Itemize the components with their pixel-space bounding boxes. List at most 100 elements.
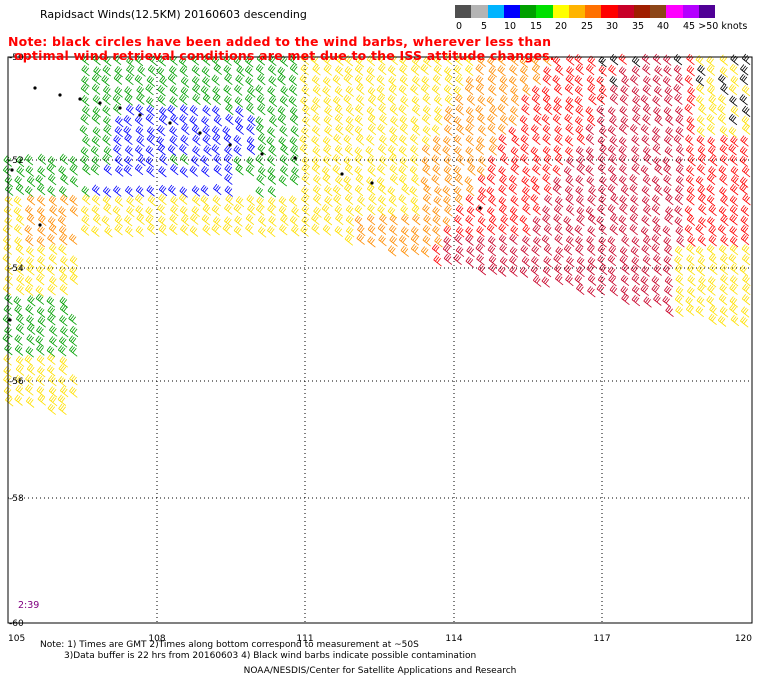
wind-barb <box>345 204 355 217</box>
wind-barb <box>663 65 672 77</box>
wind-barb <box>643 296 652 308</box>
wind-barb <box>599 175 608 188</box>
wind-barb <box>500 94 509 107</box>
wind-barb <box>520 153 529 166</box>
wind-barb <box>82 135 91 147</box>
wind-barb <box>686 194 695 206</box>
credit-line: NOAA/NESDIS/Center for Satellite Applica… <box>243 666 517 676</box>
wind-barb <box>520 134 529 146</box>
wind-barb <box>563 264 573 276</box>
wind-barb <box>531 64 541 76</box>
wind-barb <box>246 136 256 148</box>
wind-barb <box>574 75 583 87</box>
wind-barb <box>224 203 233 215</box>
wind-barb <box>367 224 377 236</box>
wind-barb <box>553 214 562 226</box>
wind-barb <box>311 223 320 235</box>
wind-barb <box>357 195 366 207</box>
wind-barb <box>255 84 264 96</box>
wind-barb <box>301 204 310 217</box>
wind-barb <box>728 126 738 138</box>
wind-barb <box>323 214 333 226</box>
wind-barb <box>651 194 661 206</box>
wind-barb <box>554 154 564 166</box>
wind-barb <box>354 215 364 227</box>
contamination-dot <box>138 113 142 117</box>
wind-barb <box>532 154 542 166</box>
wind-barb <box>179 205 189 218</box>
legend-label: 30 <box>605 21 619 32</box>
wind-barb <box>344 144 354 157</box>
wind-barb <box>597 163 607 175</box>
wind-barb <box>14 374 23 386</box>
wind-barb <box>157 94 166 107</box>
wind-barb <box>343 94 352 106</box>
wind-barb <box>651 275 660 287</box>
wind-barb <box>466 245 475 258</box>
wind-barb <box>113 185 122 197</box>
wind-barb <box>201 165 210 178</box>
wind-barb <box>59 296 68 308</box>
wind-barb <box>354 154 363 166</box>
wind-barb <box>268 95 278 108</box>
wind-barb <box>411 124 421 136</box>
wind-barb <box>134 115 144 127</box>
wind-barb <box>25 284 34 297</box>
wind-barb <box>343 175 352 188</box>
wind-barb <box>476 165 486 178</box>
wind-barb <box>343 73 352 86</box>
wind-barb <box>255 204 265 216</box>
wind-barb <box>696 95 705 107</box>
wind-barb <box>477 174 487 186</box>
wind-barb <box>684 74 694 87</box>
wind-barb <box>530 146 539 158</box>
wind-barb <box>629 123 639 136</box>
wind-barb <box>301 126 310 138</box>
wind-barb <box>354 74 364 86</box>
wind-barb <box>191 185 201 197</box>
wind-barb <box>607 165 617 177</box>
wind-barb <box>334 86 344 98</box>
wind-barb <box>598 65 607 77</box>
wind-barb <box>675 126 684 138</box>
wind-barb <box>343 156 352 168</box>
wind-barb <box>102 65 111 77</box>
wind-barb <box>322 136 332 148</box>
wind-barb <box>585 123 594 136</box>
wind-barb <box>367 165 376 177</box>
wind-barb <box>423 184 432 196</box>
wind-barb <box>607 236 616 248</box>
contamination-dot <box>38 223 42 227</box>
wind-barb <box>533 114 542 126</box>
wind-barb <box>212 85 221 98</box>
wind-barb <box>323 145 332 157</box>
wind-barb <box>389 224 398 236</box>
wind-barb <box>124 145 134 157</box>
wind-barb <box>608 154 618 166</box>
wind-barb <box>476 225 485 238</box>
wind-barb <box>665 193 674 206</box>
wind-barb <box>256 174 265 186</box>
wind-barb <box>410 116 419 128</box>
wind-barb <box>576 283 585 296</box>
wind-barb <box>476 136 485 148</box>
wind-barb <box>36 274 45 286</box>
wind-barb <box>476 254 485 266</box>
wind-barb <box>486 95 496 108</box>
wind-barb <box>135 185 145 197</box>
wind-barb <box>739 73 749 86</box>
wind-barb <box>543 184 553 196</box>
wind-barb <box>212 93 222 106</box>
wind-barb <box>596 105 605 117</box>
wind-barb <box>103 146 113 158</box>
wind-barb <box>499 175 508 187</box>
wind-barb <box>268 75 277 87</box>
wind-barb <box>146 165 155 178</box>
wind-barb <box>267 126 276 138</box>
wind-barb <box>499 244 508 256</box>
wind-barb <box>542 145 552 158</box>
wind-barb <box>585 206 595 218</box>
wind-barb <box>431 243 441 256</box>
wind-barb <box>224 73 233 86</box>
